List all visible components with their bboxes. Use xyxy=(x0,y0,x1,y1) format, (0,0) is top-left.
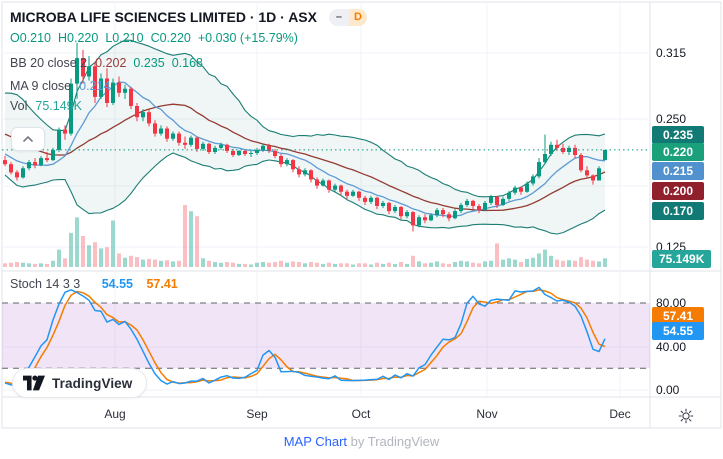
chart-canvas[interactable] xyxy=(0,0,723,432)
ma-indicator-row: MA 9 close 0.214 xyxy=(10,79,117,96)
price-scale-settings-button[interactable] xyxy=(674,405,698,427)
bb-label: BB 20 close 2 xyxy=(10,56,88,70)
volume-bars xyxy=(3,205,607,267)
bb-indicator-row: BB 20 close 2 0.202 0.235 0.168 xyxy=(10,56,210,73)
legend-value: L0.210 xyxy=(105,31,144,45)
chevron-up-icon xyxy=(23,136,33,142)
stoch-lines xyxy=(4,286,606,387)
time-axis-label: Nov xyxy=(476,407,498,421)
attribution-suffix: by TradingView xyxy=(347,434,440,449)
bb-fill xyxy=(5,40,605,234)
tradingview-logo-text: TradingView xyxy=(52,375,133,391)
stoch-label: Stoch 14 3 3 xyxy=(10,277,81,291)
stoch-k-value: 54.55 xyxy=(101,277,133,291)
axis-price-badge: 57.41 xyxy=(652,307,704,325)
legend-value: 0.214 xyxy=(79,79,111,93)
axis-price-badge: 0.215 xyxy=(652,162,704,180)
axis-price-badge: 54.55 xyxy=(652,322,704,340)
stoch-legend: Stoch 14 3 3 54.55 57.41 xyxy=(10,277,178,291)
ohlc-row: O0.210 H0.220 L0.210 C0.220 +0.030 (+15.79%) xyxy=(10,31,305,48)
axis-label: 80.00 xyxy=(656,296,687,310)
interval-badge[interactable]: D xyxy=(348,8,367,26)
map-chart-link[interactable]: MAP Chart xyxy=(283,434,348,449)
axis-price-badge: 0.170 xyxy=(652,202,704,220)
time-axis-label: Oct xyxy=(351,407,371,421)
legend-value: C0.220 xyxy=(150,31,191,45)
ma-label: MA 9 close xyxy=(10,79,72,93)
collapse-minus-icon[interactable]: – xyxy=(328,8,349,26)
legend-value: 0.168 xyxy=(171,56,203,70)
axis-label: 40.00 xyxy=(656,340,687,354)
volume-label: Vol xyxy=(10,99,28,113)
tradingview-logo-icon xyxy=(23,375,45,391)
axis-price-badge: 0.200 xyxy=(652,182,704,200)
legend-value: H0.220 xyxy=(58,31,99,45)
axis-price-badge: 0.235 xyxy=(652,126,704,144)
legend: MICROBA LIFE SCIENCES LIMITED · 1D · ASX… xyxy=(10,7,367,33)
legend-collapse-button[interactable] xyxy=(11,127,45,151)
time-axis-label: Sep xyxy=(246,407,268,421)
time-axis-label: Aug xyxy=(104,407,126,421)
axis-label: 0.315 xyxy=(656,46,687,60)
legend-value: 0.235 xyxy=(133,56,165,70)
attribution: MAP Chart by TradingView xyxy=(0,434,723,449)
axis-price-badge: 75.149K xyxy=(652,250,712,268)
legend-value: O0.210 xyxy=(10,31,52,45)
stoch-band xyxy=(2,302,650,369)
legend-value: 0.202 xyxy=(95,56,127,70)
axis-label: 0.00 xyxy=(656,383,680,397)
gear-icon xyxy=(678,408,694,424)
volume-indicator-row: Vol 75.149K xyxy=(10,99,89,116)
interval-pill[interactable]: – D xyxy=(328,8,367,26)
legend-value: +0.030 (+15.79%) xyxy=(197,31,298,45)
symbol-title: MICROBA LIFE SCIENCES LIMITED · 1D · ASX xyxy=(10,9,317,25)
candlestick-series xyxy=(3,42,607,232)
time-axis-label: Dec xyxy=(609,407,631,421)
legend-value: 75.149K xyxy=(35,99,82,113)
stoch-d-value: 57.41 xyxy=(146,277,178,291)
axis-label: 0.250 xyxy=(656,112,687,126)
axis-price-badge: 0.220 xyxy=(652,143,704,161)
tradingview-logo-link[interactable]: TradingView xyxy=(12,368,148,398)
